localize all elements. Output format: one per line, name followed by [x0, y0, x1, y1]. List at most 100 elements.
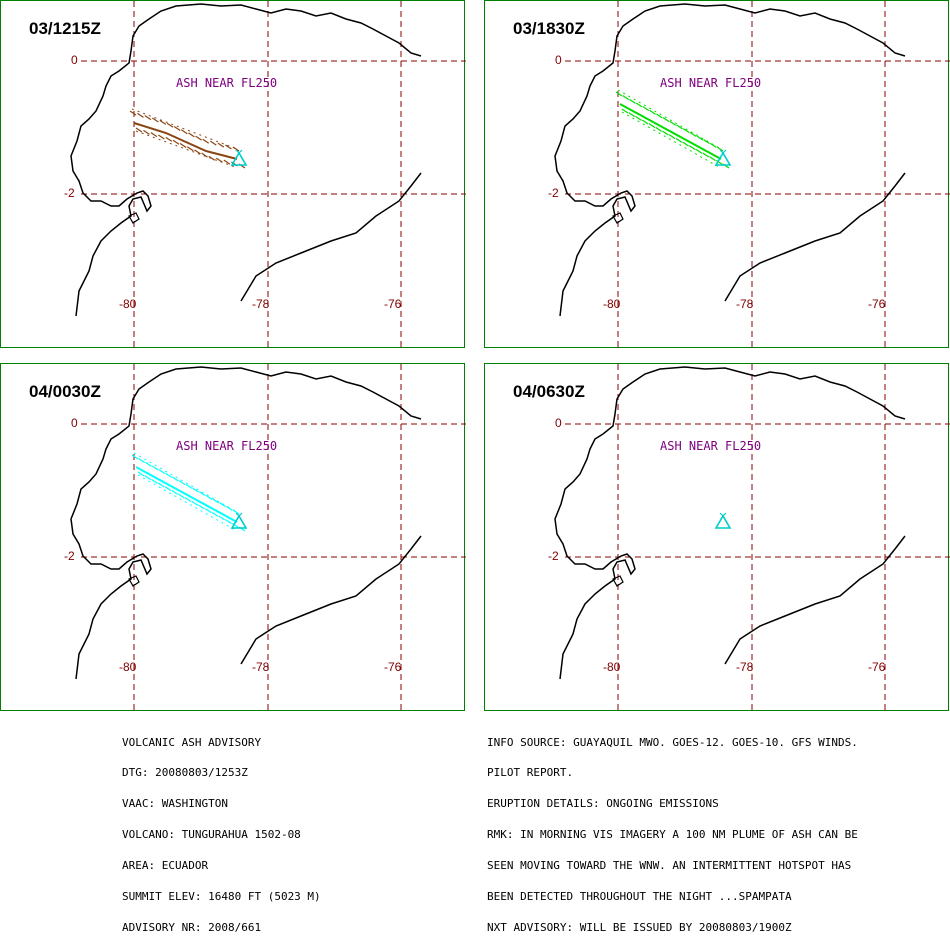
lat-label-minus2: -2 [548, 186, 559, 200]
plume-hatch [151, 465, 165, 488]
plume-edge [131, 108, 238, 150]
panel-time: 03/1215Z [29, 19, 101, 38]
plume-hatch [180, 129, 194, 152]
coastline [240, 172, 422, 302]
lon-label-minus78: -78 [736, 660, 754, 674]
plume-hatch [656, 113, 669, 136]
plume-hatch [709, 142, 723, 165]
plume-hatch [676, 124, 689, 147]
plume-hatch [131, 454, 145, 477]
lat-label-0: 0 [71, 416, 78, 430]
plume-hatch [172, 476, 185, 499]
lat-label-0: 0 [555, 416, 562, 430]
volcano-icon [719, 149, 727, 154]
plume-hatch [185, 483, 199, 506]
lon-label-minus80: -80 [603, 660, 621, 674]
plume-centerline [619, 103, 722, 160]
advisory-line: PILOT REPORT. [487, 766, 574, 780]
ash-label: ASH NEAR FL250 [660, 76, 762, 90]
volcano-icon [230, 151, 248, 166]
advisory-line: ERUPTION DETAILS: ONGOING EMISSIONS [487, 797, 719, 811]
plume-hatch [205, 494, 219, 517]
plume-edge [617, 89, 722, 150]
plume-hatch [145, 461, 158, 484]
plume-hatch [696, 135, 710, 158]
advisory-line: VAAC: WASHINGTON [122, 797, 228, 811]
advisory-line: VOLCANIC ASH ADVISORY [122, 735, 262, 749]
lon-label-minus78: -78 [736, 297, 754, 311]
plume-hatch [225, 505, 239, 528]
island [612, 575, 624, 587]
plume-hatch [202, 138, 216, 161]
plume-hatch [192, 487, 205, 510]
plume-hatch [165, 472, 178, 495]
plume-hatch [629, 98, 642, 121]
lon-label-minus80: -80 [119, 297, 137, 311]
map-panel-4: 04/0630Z ASH NEAR FL250 0 -2 -80 -78 -76 [484, 363, 950, 712]
map-canvas [70, 1, 466, 349]
lon-label-minus76: -76 [868, 660, 886, 674]
coastline [724, 535, 906, 665]
coastline [70, 3, 422, 317]
lon-label-minus80: -80 [119, 660, 137, 674]
lat-label-minus2: -2 [548, 549, 559, 563]
panel-time: 03/1830Z [513, 19, 585, 38]
advisory-line: RMK: IN MORNING VIS IMAGERY A 100 NM PLU… [487, 828, 858, 842]
coastline [554, 3, 906, 317]
plume-hatch [683, 128, 696, 151]
advisory-line: VOLCANO: TUNGURAHUA 1502-08 [122, 828, 301, 842]
ash-label: ASH NEAR FL250 [660, 439, 762, 453]
lat-label-0: 0 [71, 53, 78, 67]
map-panel-1: 03/1215Z ASH NEAR FL250 0 -2 -80 -78 -76 [0, 0, 466, 349]
plume-hatch [662, 117, 676, 140]
volcano-icon [714, 514, 732, 529]
plume-hatch [199, 491, 212, 514]
advisory-line: DTG: 20080803/1253Z [122, 766, 248, 780]
plume-hatch [615, 91, 629, 114]
lat-label-0: 0 [555, 53, 562, 67]
ash-label: ASH NEAR FL250 [176, 439, 278, 453]
volcano-icon [235, 512, 243, 517]
plume-hatch [689, 131, 703, 154]
advisory-line: NXT ADVISORY: WILL BE ISSUED BY 20080803… [487, 920, 792, 934]
plume-hatch [173, 125, 187, 148]
plume-hatch [649, 109, 662, 132]
plume-centerline [133, 122, 238, 160]
plume-hatch [669, 120, 683, 143]
plume-hatch [129, 110, 143, 133]
lat-label-minus2: -2 [64, 186, 75, 200]
volcano-icon [714, 151, 732, 166]
lon-label-minus76: -76 [384, 660, 402, 674]
map-canvas [554, 1, 950, 349]
lat-label-minus2: -2 [64, 549, 75, 563]
lon-label-minus80: -80 [603, 297, 621, 311]
plume-hatch [217, 142, 231, 165]
advisory-right: INFO SOURCE: GUAYAQUIL MWO. GOES-12. GOE… [487, 717, 858, 944]
plume-edge [135, 130, 236, 168]
plume-hatch [635, 102, 649, 125]
plume-hatch [209, 140, 223, 163]
plume-hatch [212, 498, 226, 521]
panel-time: 04/0030Z [29, 382, 101, 401]
lon-label-minus78: -78 [252, 660, 270, 674]
plume-hatch [642, 106, 656, 129]
plume-hatch [159, 119, 173, 142]
lon-label-minus78: -78 [252, 297, 270, 311]
plume-hatch [158, 469, 172, 492]
advisory-line: INFO SOURCE: GUAYAQUIL MWO. GOES-12. GOE… [487, 735, 858, 749]
plume-hatch [703, 139, 716, 162]
island [128, 575, 140, 587]
coastline [724, 172, 906, 302]
advisory-line: BEEN DETECTED THROUGHOUT THE NIGHT ...SP… [487, 890, 792, 904]
advisory-line: ADVISORY NR: 2008/661 [122, 920, 262, 934]
island [612, 212, 624, 224]
plume-hatch [144, 115, 158, 138]
map-panel-3: 04/0030Z ASH NEAR FL250 0 -2 -80 -78 -76 [0, 363, 466, 712]
volcano-icon [235, 149, 243, 154]
plume-hatch [195, 135, 208, 158]
plume-hatch [622, 95, 636, 118]
volcano-icon [719, 512, 727, 517]
panel-time: 04/0630Z [513, 382, 585, 401]
plume-hatch [188, 132, 201, 155]
plume-hatch [178, 480, 192, 503]
